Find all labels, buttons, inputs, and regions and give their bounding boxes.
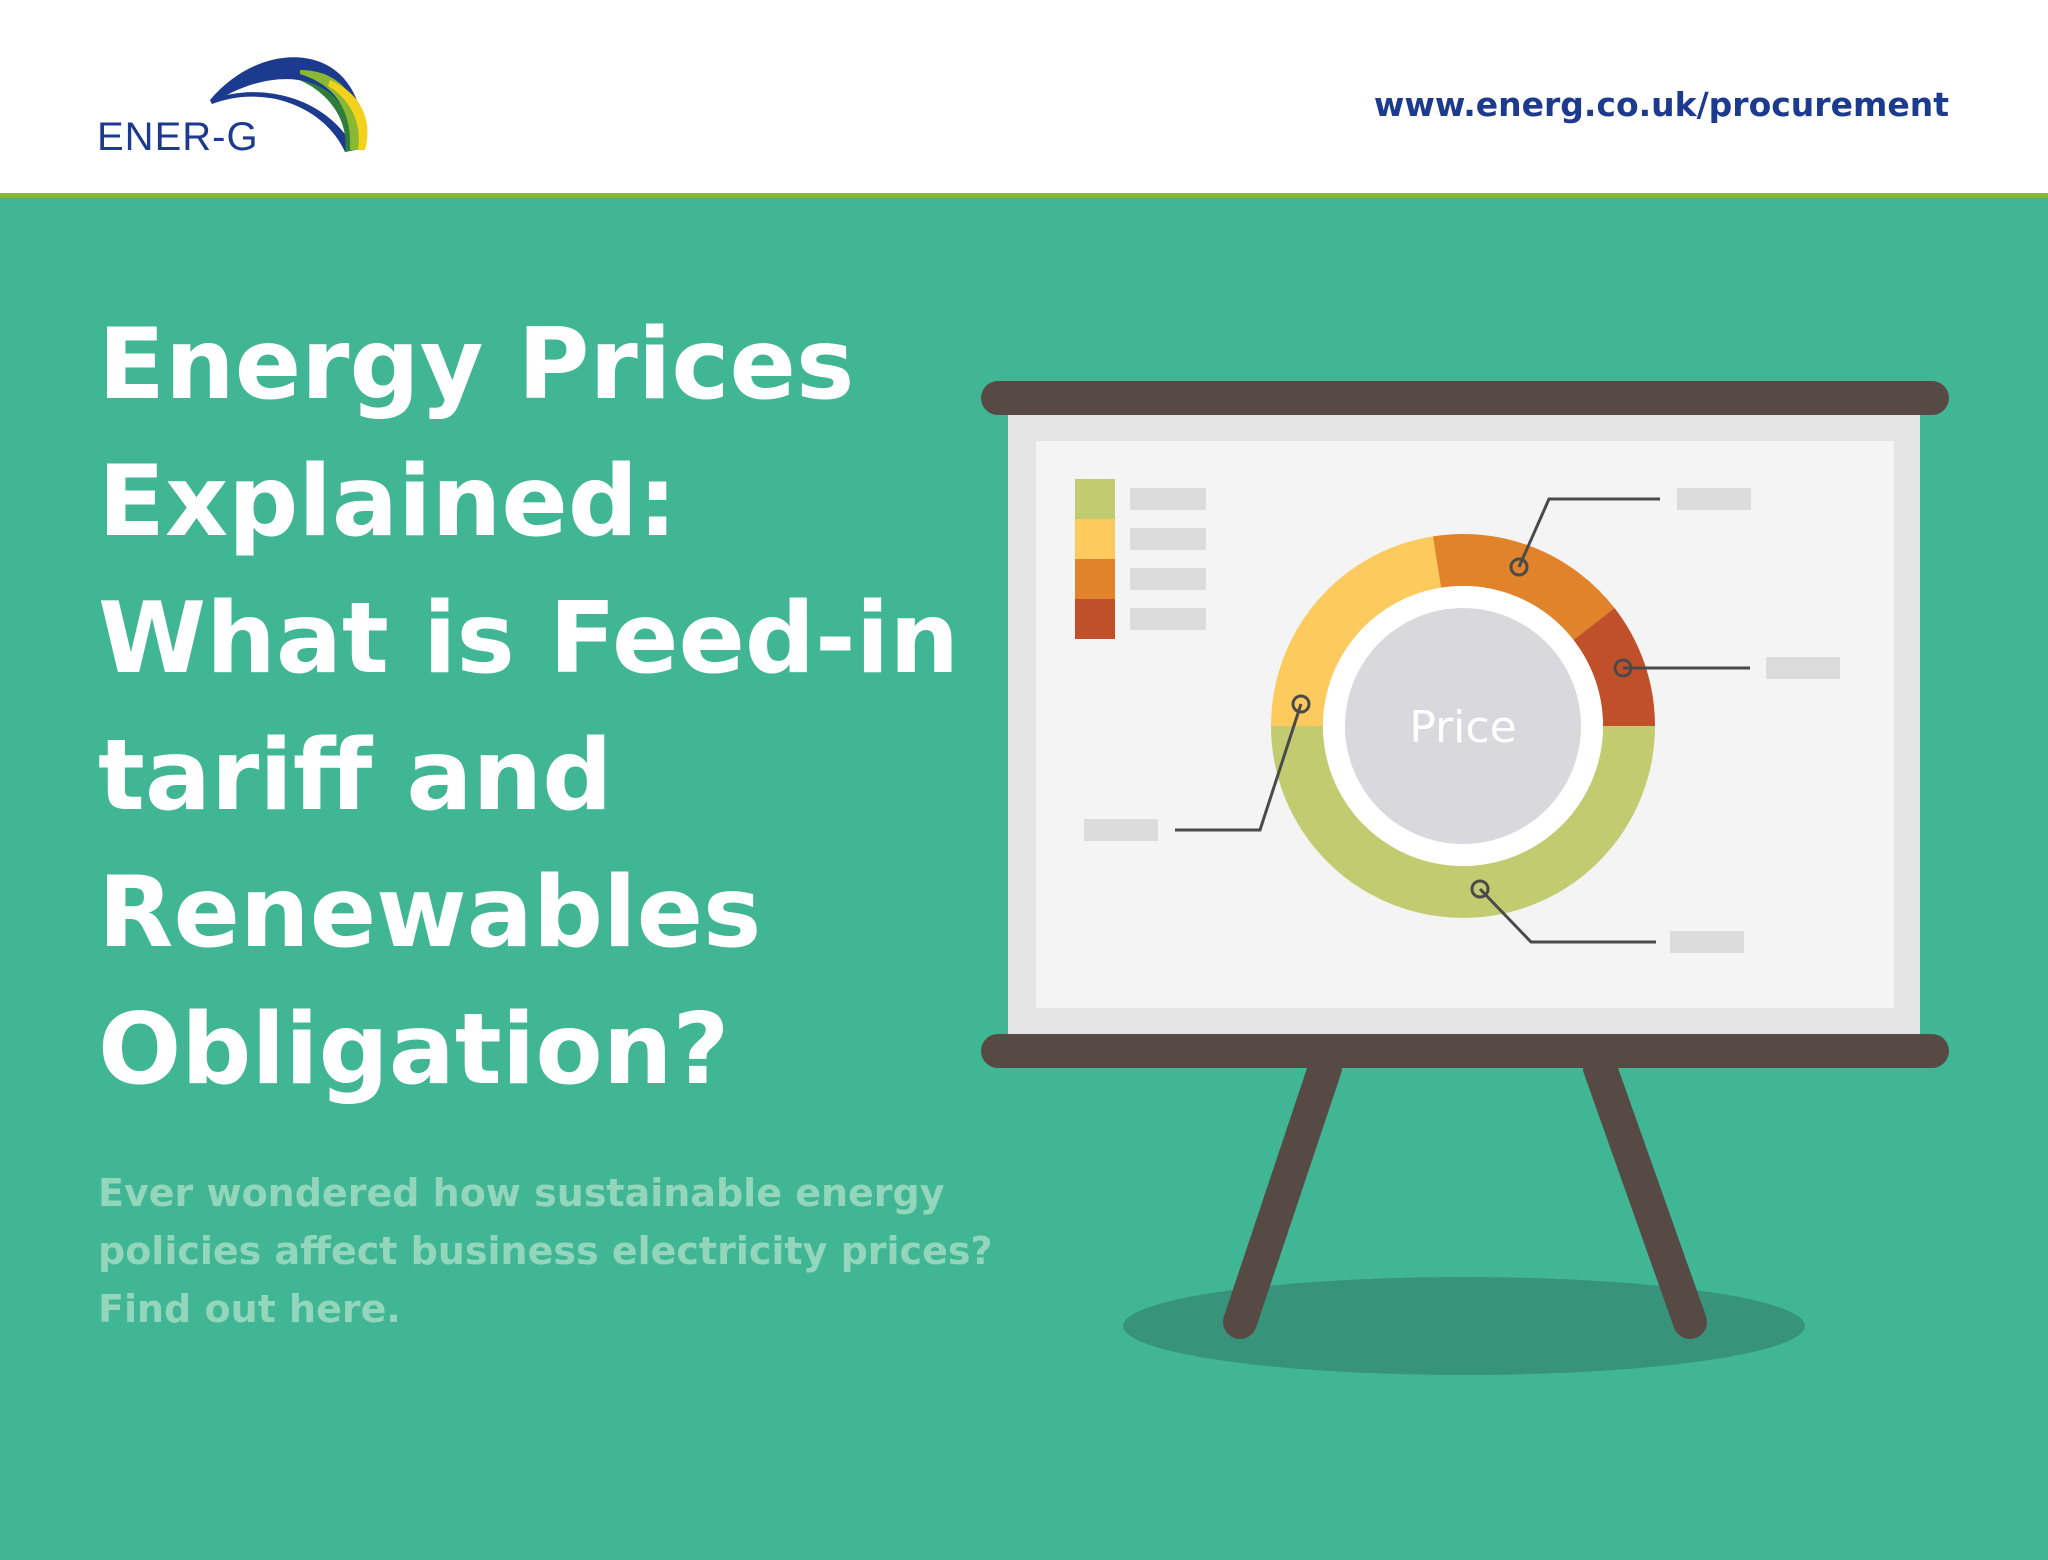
donut-segment [1573,608,1655,727]
subtitle: Ever wondered how sustainable energy pol… [98,1171,993,1331]
site-url[interactable]: www.energ.co.uk/procurement [1374,85,1949,124]
legend-swatch [1075,519,1115,559]
title-line: Obligation? [98,993,729,1107]
title-line: What is Feed-in [98,582,959,696]
easel-shadow [1123,1277,1805,1375]
callout-line [1478,887,1656,944]
legend-swatch [1075,479,1115,519]
title-line: Explained: [98,445,677,559]
legend-swatch [1075,559,1115,599]
callout-line [1517,497,1660,568]
title: Energy Prices Explained: What is Feed-in… [98,308,959,1107]
logo-arc-green [260,65,356,152]
subtitle-line: policies affect business electricity pri… [98,1229,993,1273]
donut-segment [1271,536,1442,727]
easel-leg [1583,1051,1707,1339]
callout-dot [1613,658,1633,678]
callout-placeholder [1766,657,1840,679]
donut-center [1345,608,1581,844]
header-rule [0,193,2048,198]
callout-dot [1509,557,1529,577]
easel: Price [981,381,1949,1375]
legend-placeholder [1130,488,1206,510]
callout-dot [1291,694,1311,714]
legend-placeholder [1130,608,1206,630]
callout-placeholder [1670,931,1744,953]
callouts [1175,497,1750,944]
easel-leg [1223,1051,1342,1339]
logo-arc-blue [210,92,355,152]
center-label: Price [1409,702,1516,753]
subtitle-line: Ever wondered how sustainable energy [98,1171,945,1215]
callout-placeholder [1677,488,1751,510]
callout-placeholder [1084,819,1158,841]
legend-swatch [1075,599,1115,639]
donut-segment [1271,725,1655,918]
logo-swoosh-yellow [328,80,368,150]
logo: ENER-G [97,57,368,159]
legend-placeholder [1130,528,1206,550]
callout-dot [1470,879,1490,899]
callout-line [1175,703,1303,832]
title-line: Energy Prices [98,308,854,422]
subtitle-line: Find out here. [98,1287,401,1331]
legend-placeholder [1130,568,1206,590]
title-line: Renewables [98,856,761,970]
title-line: tariff and [98,719,612,833]
logo-text: ENER-G [97,115,259,159]
